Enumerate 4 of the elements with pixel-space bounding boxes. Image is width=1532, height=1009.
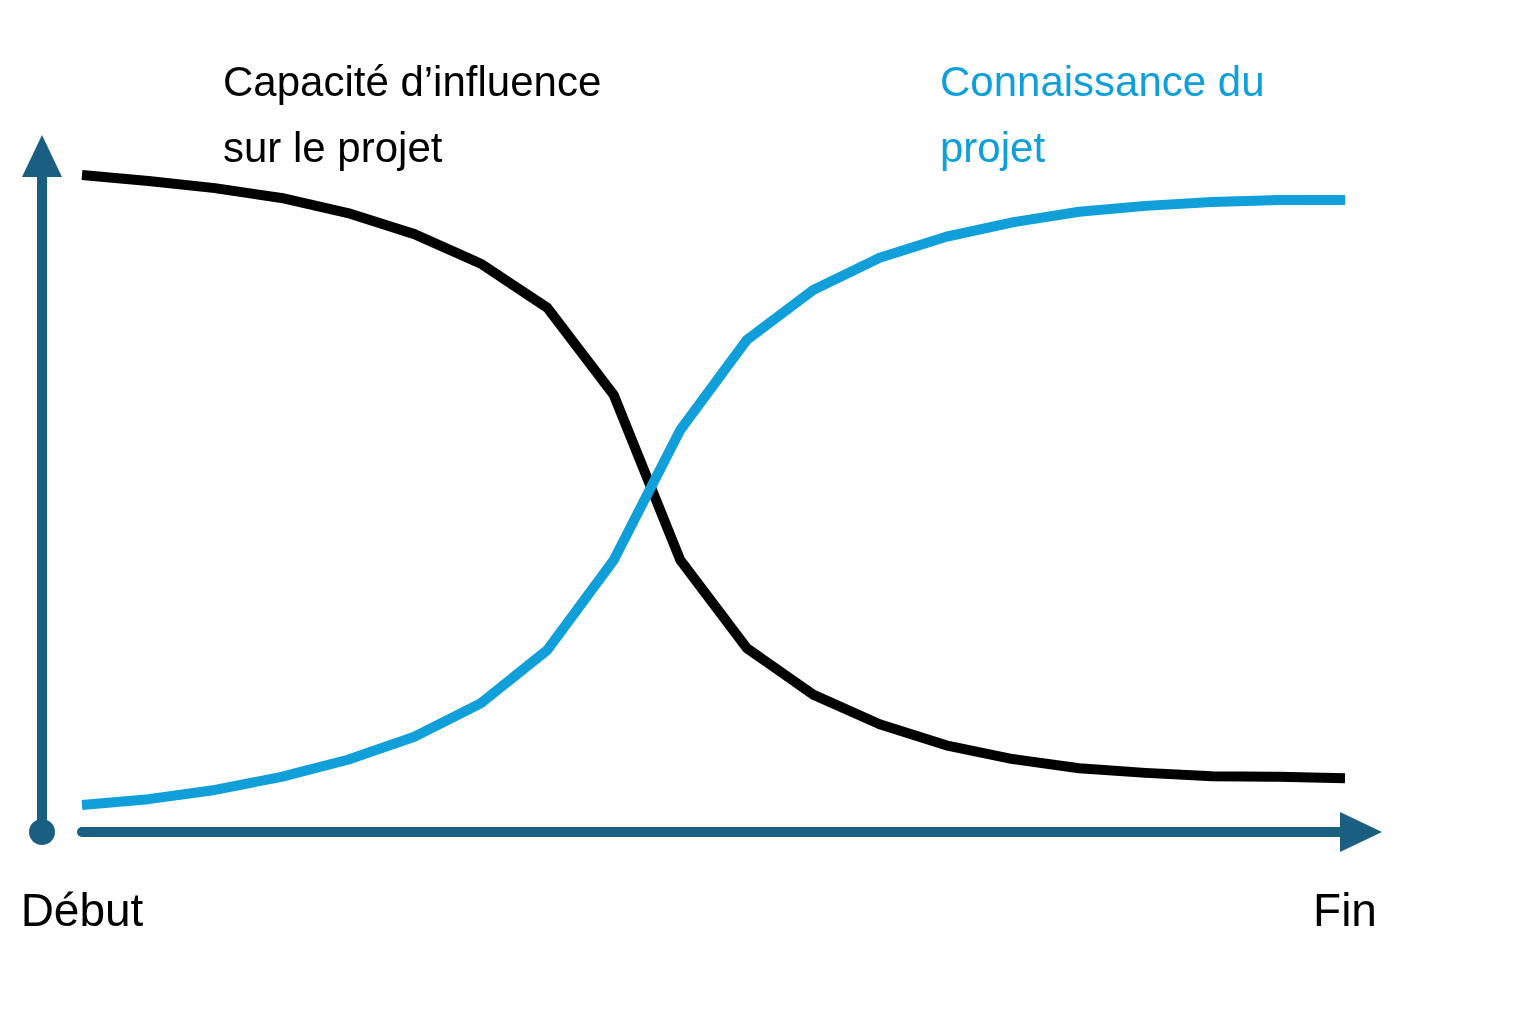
- series-label: Capacité d’influence sur le projet: [223, 57, 613, 171]
- x-tick-label: Début: [20, 884, 144, 936]
- x-tick-label: Fin: [1313, 884, 1377, 936]
- series-label: Connaissance du projet: [940, 57, 1277, 171]
